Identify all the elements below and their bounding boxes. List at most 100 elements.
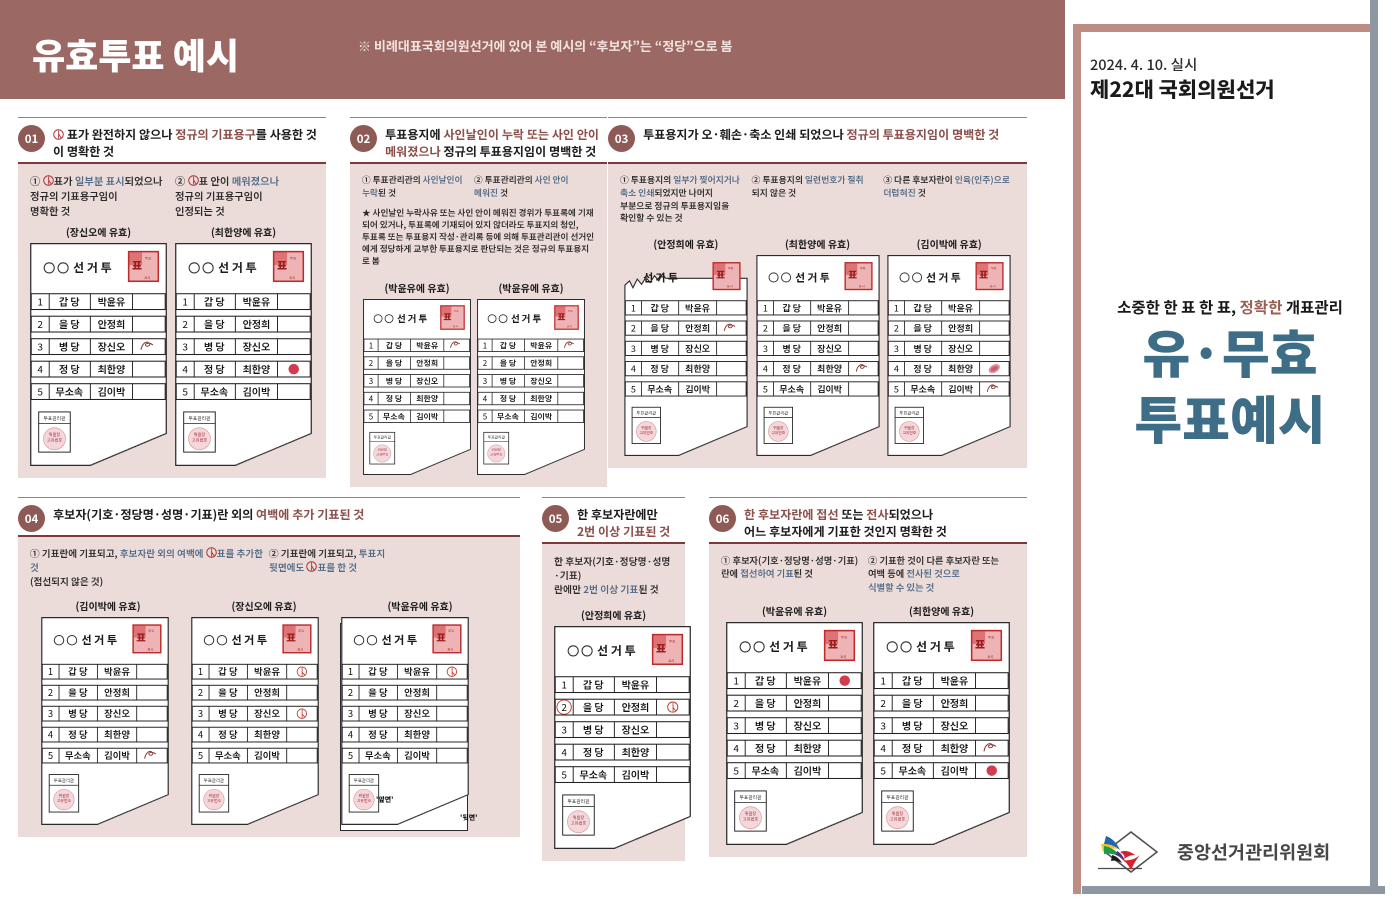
svg-text:박윤유: 박윤유 xyxy=(941,673,969,688)
svg-text:2: 2 xyxy=(631,322,636,335)
svg-text:김이박: 김이박 xyxy=(817,382,843,395)
svg-text:병 당: 병 당 xyxy=(68,706,88,720)
svg-text:안정희: 안정희 xyxy=(685,322,710,335)
svg-text:표: 표 xyxy=(557,311,565,323)
svg-text:안정희: 안정희 xyxy=(530,358,552,369)
svg-text:1: 1 xyxy=(348,664,353,678)
svg-text:2: 2 xyxy=(182,316,188,331)
svg-text:갑 당: 갑 당 xyxy=(218,664,238,678)
svg-text:5: 5 xyxy=(483,412,487,423)
svg-text:투표관리관: 투표관리관 xyxy=(204,778,225,784)
svg-text:김이박: 김이박 xyxy=(685,382,711,395)
svg-text:무효: 무효 xyxy=(988,635,995,640)
svg-text:선 거 투: 선 거 투 xyxy=(769,639,807,656)
svg-text:5: 5 xyxy=(733,763,739,778)
svg-text:1: 1 xyxy=(37,293,43,308)
svg-text:병 당: 병 당 xyxy=(386,376,403,387)
svg-text:최한양: 최한양 xyxy=(622,744,650,759)
svg-text:안정희: 안정희 xyxy=(98,316,126,331)
svg-text:박윤유: 박윤유 xyxy=(685,301,710,314)
svg-text:무효: 무효 xyxy=(448,628,454,633)
svg-text:박윤유: 박윤유 xyxy=(404,664,430,678)
svg-text:3: 3 xyxy=(894,342,899,355)
svg-text:1: 1 xyxy=(894,301,899,314)
svg-text:갑 당: 갑 당 xyxy=(204,293,225,308)
svg-text:최한양: 최한양 xyxy=(817,362,843,375)
svg-text:갑 당: 갑 당 xyxy=(782,301,801,314)
svg-text:박윤유: 박윤유 xyxy=(794,673,822,688)
svg-text:고유번호: 고유번호 xyxy=(571,820,587,826)
svg-text:무효: 무효 xyxy=(145,255,152,260)
svg-text:4: 4 xyxy=(631,362,636,375)
svg-text:선 거 투: 선 거 투 xyxy=(397,311,428,325)
svg-text:선 거 투: 선 거 투 xyxy=(231,632,267,648)
svg-text:3: 3 xyxy=(762,342,767,355)
svg-text:5: 5 xyxy=(48,748,53,762)
svg-text:병 당: 병 당 xyxy=(755,718,776,733)
svg-text:안정희: 안정희 xyxy=(416,358,438,369)
svg-text:3: 3 xyxy=(182,338,188,353)
svg-text:표: 표 xyxy=(132,257,142,273)
svg-text:1: 1 xyxy=(561,676,567,691)
svg-text:5: 5 xyxy=(880,763,886,778)
svg-text:무효: 무효 xyxy=(454,309,459,313)
svg-text:표시: 표시 xyxy=(727,283,733,288)
svg-text:표: 표 xyxy=(286,629,296,644)
svg-text:투표관리관: 투표관리관 xyxy=(189,415,212,422)
svg-text:장신오: 장신오 xyxy=(817,342,843,355)
svg-text:안정희: 안정희 xyxy=(941,695,969,710)
svg-text:장신오: 장신오 xyxy=(104,706,130,720)
svg-text:정 당: 정 당 xyxy=(386,394,403,405)
svg-text:갑 당: 갑 당 xyxy=(650,301,669,314)
svg-text:을 당: 을 당 xyxy=(914,322,933,335)
svg-text:안정희: 안정희 xyxy=(404,685,430,699)
svg-text:을 당: 을 당 xyxy=(500,358,517,369)
svg-text:3: 3 xyxy=(880,718,886,733)
svg-text:표: 표 xyxy=(848,267,857,282)
svg-text:1: 1 xyxy=(48,664,53,678)
svg-text:2: 2 xyxy=(369,358,373,369)
svg-text:장신오: 장신오 xyxy=(254,706,280,720)
svg-text:3: 3 xyxy=(37,338,43,353)
svg-text:정 당: 정 당 xyxy=(914,362,933,375)
svg-text:투표관리관: 투표관리관 xyxy=(740,794,763,801)
svg-text:무효: 무효 xyxy=(148,628,154,633)
svg-text:병 당: 병 당 xyxy=(914,342,933,355)
svg-text:선 거 투: 선 거 투 xyxy=(218,259,256,276)
svg-text:투표관리관: 투표관리관 xyxy=(768,411,788,417)
svg-text:5: 5 xyxy=(561,766,567,781)
svg-text:선 거 투: 선 거 투 xyxy=(73,259,111,276)
svg-text:무효: 무효 xyxy=(568,309,573,313)
svg-text:무효: 무효 xyxy=(290,255,297,260)
svg-text:갑 당: 갑 당 xyxy=(583,676,604,691)
svg-text:무소속: 무소속 xyxy=(215,748,241,762)
svg-text:투표관리관: 투표관리관 xyxy=(488,436,506,441)
svg-text:3: 3 xyxy=(733,718,739,733)
svg-text:병 당: 병 당 xyxy=(368,706,388,720)
svg-text:장신오: 장신오 xyxy=(794,718,822,733)
svg-text:을 당: 을 당 xyxy=(368,685,388,699)
svg-text:최한양: 최한양 xyxy=(948,362,974,375)
svg-text:2: 2 xyxy=(733,695,739,710)
svg-text:4: 4 xyxy=(198,727,203,741)
svg-text:표시: 표시 xyxy=(567,325,572,329)
svg-text:박윤유: 박윤유 xyxy=(622,676,650,691)
svg-text:김이박: 김이박 xyxy=(254,748,280,762)
svg-text:선 거 투: 선 거 투 xyxy=(643,269,678,285)
svg-text:을 당: 을 당 xyxy=(755,695,776,710)
svg-text:5: 5 xyxy=(182,383,188,398)
svg-text:을 당: 을 당 xyxy=(782,322,801,335)
svg-text:표시: 표시 xyxy=(990,283,996,288)
svg-text:투표관리관: 투표관리관 xyxy=(636,411,656,417)
svg-text:3: 3 xyxy=(348,706,353,720)
svg-text:정 당: 정 당 xyxy=(650,362,669,375)
svg-text:정 당: 정 당 xyxy=(204,361,225,376)
svg-text:고유번호: 고유번호 xyxy=(57,798,72,804)
svg-text:최한양: 최한양 xyxy=(104,727,130,741)
svg-text:위원장: 위원장 xyxy=(641,426,652,431)
svg-text:4: 4 xyxy=(880,740,886,755)
svg-text:3: 3 xyxy=(198,706,203,720)
svg-text:4: 4 xyxy=(348,727,353,741)
svg-text:병 당: 병 당 xyxy=(59,338,80,353)
svg-text:표: 표 xyxy=(656,640,666,656)
